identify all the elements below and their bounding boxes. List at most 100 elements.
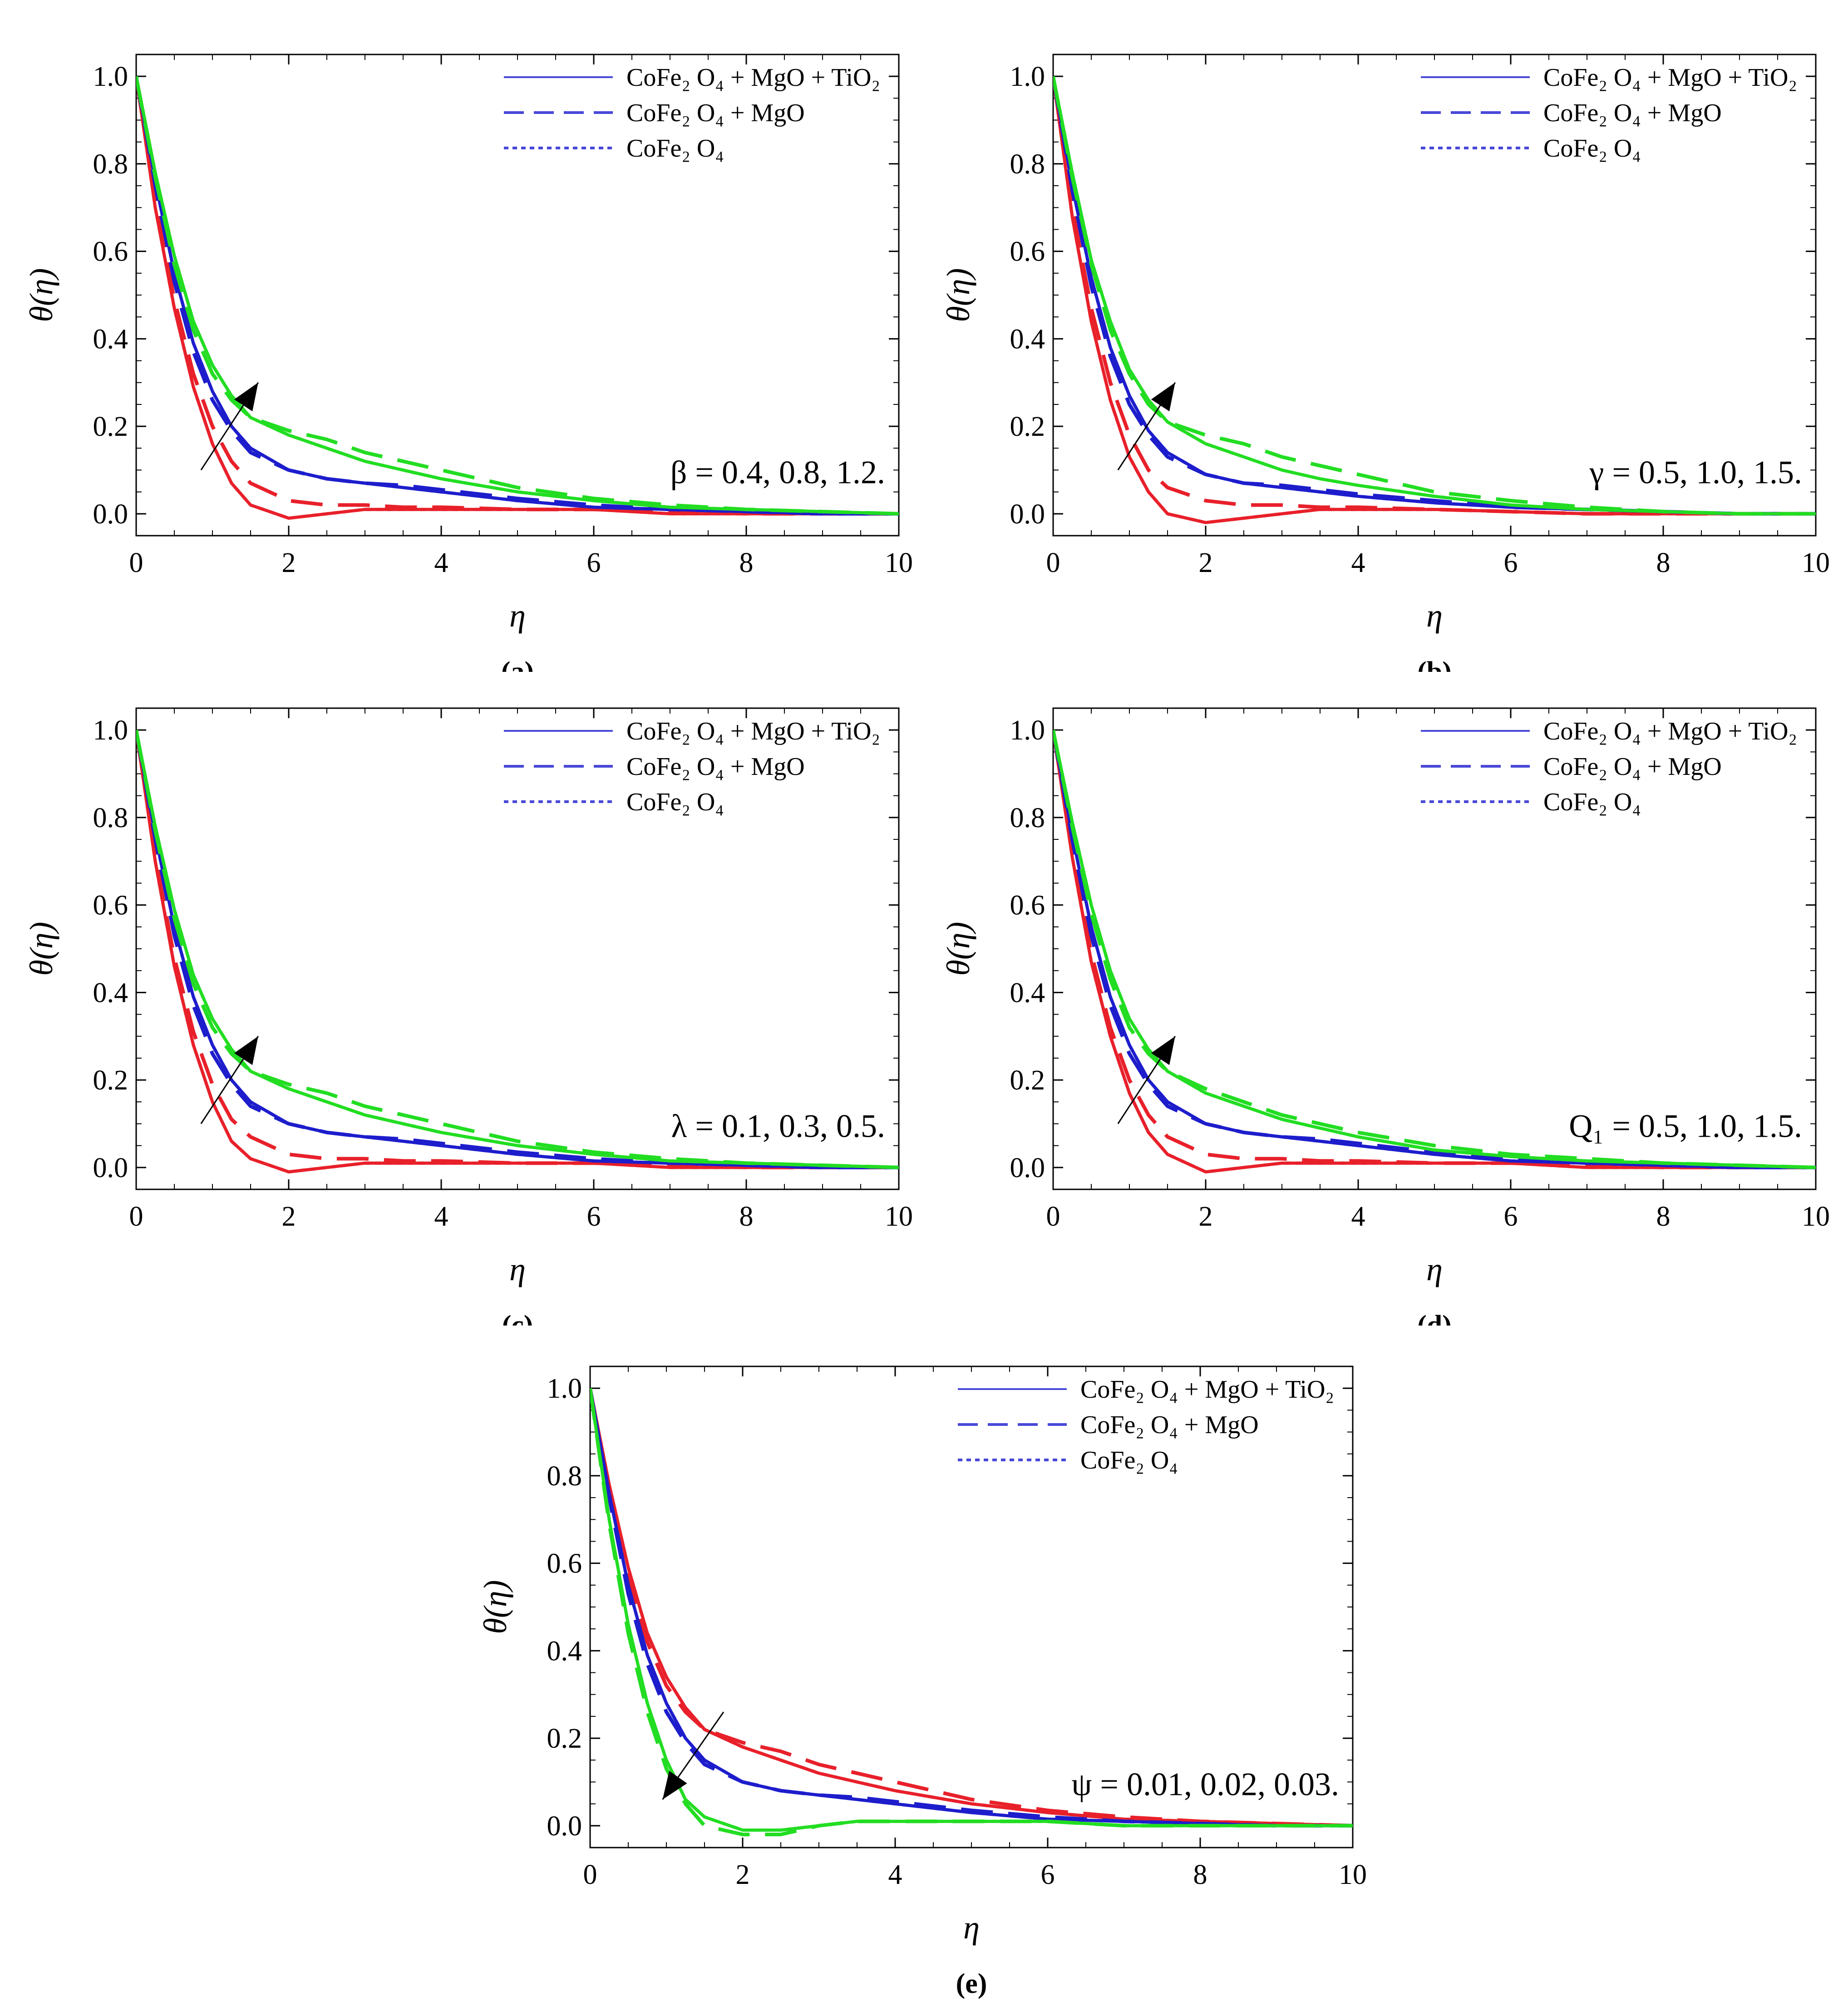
y-tick-label: 0.0: [93, 499, 128, 530]
series-blue-dotted-line: [136, 76, 899, 516]
legend-label-dotted: CoFe₂ O₄: [1080, 1446, 1178, 1474]
legend: CoFe₂ O₄ + MgO + TiO₂ CoFe₂ O₄ + MgO CoFe₂…: [958, 1375, 1334, 1474]
legend: CoFe₂ O₄ + MgO + TiO₂ CoFe₂ O₄ + MgO CoFe₂…: [504, 64, 880, 163]
series-blue-dashed-line: [590, 1388, 1353, 1828]
y-axis-label: θ(η): [23, 268, 59, 322]
chart-svg: 0 2 4 6 8 10 0.0 0.2 0.4 0.6 0.8 1.0 η θ(η) (e) ψ = 0.0…: [477, 1365, 1367, 1999]
series-blue-solid-line: [1053, 76, 1816, 516]
series-red-dashed-line: [590, 1388, 1353, 1828]
y-tick-label: 0.4: [93, 324, 128, 355]
legend-label-dashed: CoFe₂ O₄ + MgO: [626, 99, 805, 127]
y-tick-label: 0.8: [1010, 803, 1045, 833]
x-tick-label: 2: [1199, 547, 1213, 578]
x-tick-label: 4: [888, 1859, 902, 1890]
legend-label-dashed: CoFe₂ O₄ + MgO: [1543, 99, 1722, 127]
x-tick-label: 8: [1656, 1201, 1671, 1232]
y-tick-label: 0.8: [93, 803, 128, 833]
legend-label-solid: CoFe₂ O₄ + MgO + TiO₂: [1543, 717, 1797, 745]
series-green-dashed-line: [136, 76, 899, 516]
series-blue-dashed-line: [136, 730, 899, 1169]
legend-label-dashed: CoFe₂ O₄ + MgO: [626, 753, 805, 781]
series-blue-dotted-line: [1053, 730, 1816, 1169]
x-tick-label: 8: [1656, 547, 1671, 578]
x-tick-label: 4: [434, 547, 448, 578]
chart-svg: 0 2 4 6 8 10 0.0 0.2 0.4 0.6 0.8 1.0 η θ(η) (c) λ = 0.1…: [23, 707, 913, 1326]
y-tick-label: 0.4: [547, 1636, 582, 1666]
panel-tag: (d): [1417, 1310, 1452, 1326]
y-tick-label: 0.0: [1010, 499, 1045, 530]
trend-arrow-head-icon: [234, 382, 258, 412]
chart-svg: 0 2 4 6 8 10 0.0 0.2 0.4 0.6 0.8 1.0 η θ(η) (d) Q₁ = 0.…: [940, 707, 1830, 1326]
legend-label-solid: CoFe₂ O₄ + MgO + TiO₂: [626, 717, 880, 745]
x-axis-label: η: [963, 1909, 980, 1946]
trend-arrow-head-icon: [662, 1771, 687, 1799]
series-green-dotted-line: [136, 730, 899, 1169]
legend-label-solid: CoFe₂ O₄ + MgO + TiO₂: [626, 64, 880, 92]
legend-label-dotted: CoFe₂ O₄: [626, 788, 724, 816]
legend-label-dashed: CoFe₂ O₄ + MgO: [1080, 1411, 1259, 1439]
y-tick-label: 1.0: [93, 61, 128, 92]
y-tick-label: 0.0: [547, 1811, 582, 1842]
y-tick-label: 0.8: [1010, 149, 1045, 180]
y-tick-label: 0.8: [547, 1461, 582, 1492]
x-tick-label: 10: [885, 547, 913, 578]
x-tick-label: 6: [587, 1201, 601, 1232]
y-tick-label: 0.2: [547, 1723, 582, 1754]
series-green-dotted-line: [136, 76, 899, 516]
x-tick-label: 6: [1504, 547, 1518, 578]
series-green-solid-line: [1053, 76, 1816, 516]
y-tick-label: 0.2: [93, 1065, 128, 1096]
x-tick-label: 8: [1193, 1859, 1207, 1890]
x-tick-label: 0: [1046, 547, 1060, 578]
series-red-dotted-line: [136, 730, 899, 1173]
x-tick-label: 8: [739, 547, 754, 578]
parameter-annotation: Q₁ = 0.5, 1.0, 1.5.: [1569, 1108, 1802, 1144]
x-tick-label: 2: [282, 1201, 296, 1232]
series-blue-dotted-line: [1053, 76, 1816, 516]
panel-tag: (b): [1417, 656, 1452, 672]
series-red-dashed-line: [1053, 730, 1816, 1169]
x-tick-label: 8: [739, 1201, 754, 1232]
x-tick-label: 2: [736, 1859, 750, 1890]
x-axis-label: η: [509, 1251, 526, 1287]
series-blue-dashed-line: [1053, 730, 1816, 1169]
chart-svg: 0 2 4 6 8 10 0.0 0.2 0.4 0.6 0.8 1.0 η θ(η) (b) γ = 0.5…: [940, 54, 1830, 672]
y-tick-label: 0.4: [93, 977, 128, 1008]
series-green-dotted-line: [1053, 730, 1816, 1169]
series-red-dashed-line: [1053, 76, 1816, 516]
x-tick-label: 4: [1351, 547, 1365, 578]
series-blue-dotted-line: [136, 730, 899, 1169]
y-tick-label: 0.6: [1010, 890, 1045, 921]
legend: CoFe₂ O₄ + MgO + TiO₂ CoFe₂ O₄ + MgO CoFe₂…: [1421, 717, 1797, 816]
legend-label-dashed: CoFe₂ O₄ + MgO: [1543, 753, 1722, 781]
series-blue-dashed-line: [1053, 76, 1816, 516]
x-tick-label: 4: [434, 1201, 448, 1232]
series-red-dotted-line: [590, 1388, 1353, 1828]
x-tick-label: 6: [1041, 1859, 1055, 1890]
y-tick-label: 0.2: [1010, 411, 1045, 442]
y-axis-label: θ(η): [477, 1580, 513, 1634]
trend-arrow-head-icon: [1151, 382, 1175, 412]
legend-label-solid: CoFe₂ O₄ + MgO + TiO₂: [1080, 1375, 1334, 1404]
y-tick-label: 1.0: [547, 1373, 582, 1404]
series-blue-dashed-line: [136, 76, 899, 516]
x-tick-label: 4: [1351, 1201, 1365, 1232]
panel-tag: (e): [956, 1968, 987, 1999]
y-tick-label: 0.6: [547, 1548, 582, 1579]
y-tick-label: 1.0: [1010, 61, 1045, 92]
y-tick-label: 0.2: [93, 411, 128, 442]
x-tick-label: 10: [1802, 1201, 1830, 1232]
y-tick-label: 0.6: [93, 237, 128, 267]
x-tick-label: 0: [129, 1201, 143, 1232]
series-green-dashed-line: [1053, 730, 1816, 1169]
legend-label-dotted: CoFe₂ O₄: [1543, 788, 1641, 816]
y-tick-label: 0.4: [1010, 324, 1045, 355]
y-axis-label: θ(η): [23, 922, 59, 976]
trend-arrow-head-icon: [234, 1036, 258, 1065]
trend-arrow-head-icon: [1151, 1036, 1175, 1065]
panel-tag: (a): [501, 656, 534, 672]
legend-label-dotted: CoFe₂ O₄: [1543, 134, 1641, 163]
series-blue-dotted-line: [590, 1388, 1353, 1828]
parameter-annotation: ψ = 0.01, 0.02, 0.03.: [1071, 1766, 1339, 1802]
